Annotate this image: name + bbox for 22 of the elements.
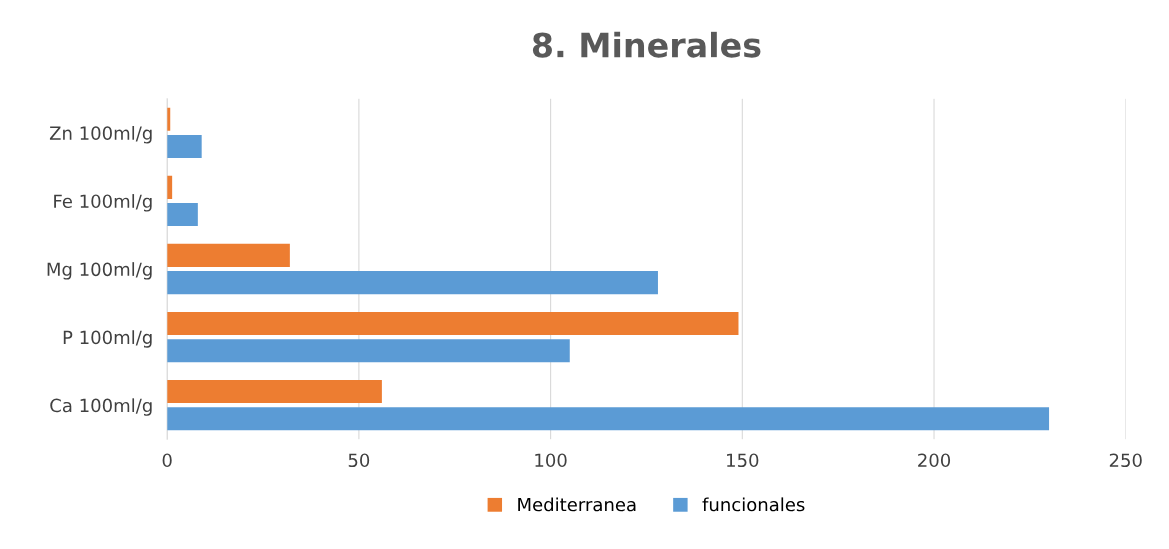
bar bbox=[167, 379, 382, 404]
y-tick-label: Fe 100ml/g bbox=[54, 194, 152, 212]
bar bbox=[167, 202, 198, 227]
bar bbox=[167, 407, 1050, 431]
y-tick-label: Mg 100ml/g bbox=[47, 262, 152, 280]
x-tick-label: 250 bbox=[1109, 453, 1142, 468]
x-tick-label: 50 bbox=[348, 453, 370, 468]
bar bbox=[167, 134, 202, 159]
legend-label: Mediterranea bbox=[518, 497, 636, 512]
legend-label: funcionales bbox=[702, 497, 805, 512]
bar bbox=[167, 339, 570, 363]
bar bbox=[167, 311, 739, 336]
x-tick-label: 150 bbox=[727, 453, 759, 468]
y-tick-label: P 100ml/g bbox=[63, 330, 152, 348]
bar bbox=[167, 243, 290, 267]
bar bbox=[167, 271, 658, 295]
y-tick-label: Zn 100ml/g bbox=[49, 126, 152, 144]
x-tick-label: 0 bbox=[162, 453, 172, 468]
x-tick-label: 200 bbox=[918, 453, 951, 468]
x-tick-label: 100 bbox=[535, 453, 567, 468]
y-tick-label: Ca 100ml/g bbox=[50, 398, 152, 416]
chart-title: 8. Minerales bbox=[532, 31, 761, 58]
